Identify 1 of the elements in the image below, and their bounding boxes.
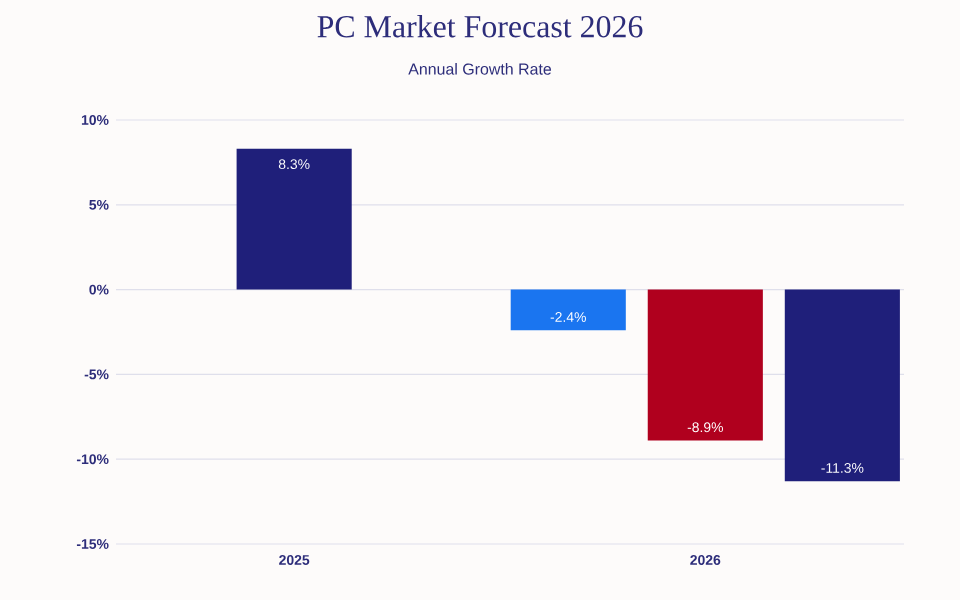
chart-title: PC Market Forecast 2026 — [317, 15, 643, 38]
